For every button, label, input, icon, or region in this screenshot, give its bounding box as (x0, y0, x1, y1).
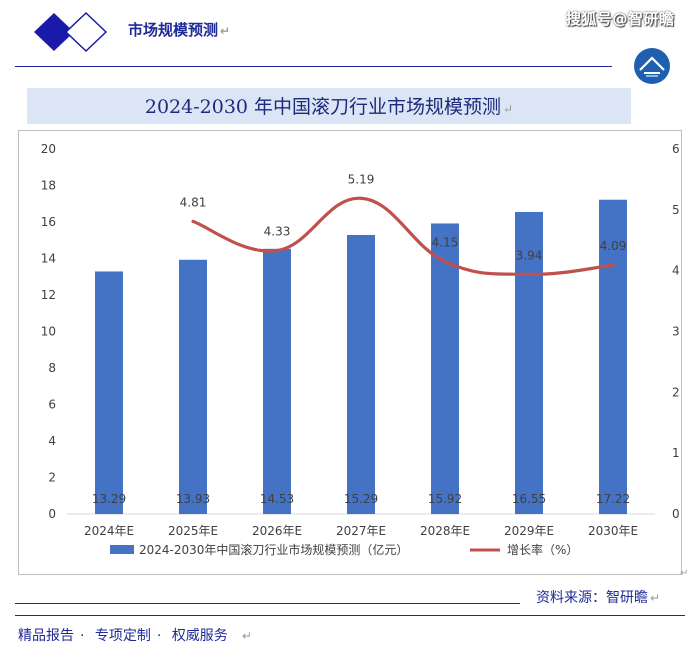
bar (263, 248, 291, 514)
left-tick-label: 2 (48, 471, 56, 485)
left-tick-label: 12 (41, 288, 56, 302)
line-value-label: 4.81 (180, 195, 207, 209)
bar (179, 259, 207, 514)
legend: 2024-2030年中国滚刀行业市场规模预测（亿元） 增长率（%） (110, 542, 578, 557)
brand-badge-icon (634, 48, 670, 84)
bar-value-label: 17.22 (596, 492, 630, 506)
chart-frame (18, 130, 682, 575)
right-tick-label: 1 (672, 446, 680, 460)
left-tick-label: 16 (41, 215, 56, 229)
chart-title-band (27, 88, 631, 124)
resize-handle-icon: ↵ (680, 568, 688, 579)
bar (599, 199, 627, 515)
right-tick-label: 4 (672, 264, 680, 278)
left-tick-label: 10 (41, 325, 56, 339)
right-tick-label: 0 (672, 507, 680, 521)
bar-value-label: 15.29 (344, 492, 378, 506)
right-axis: 0 1 2 3 4 5 6 (672, 142, 680, 521)
footer-item: 精品报告 (18, 628, 74, 644)
growth-line (191, 196, 615, 276)
left-tick-label: 8 (48, 361, 56, 375)
footer: 精品报告 · 专项定制 · 权威服务 ↵ (18, 628, 252, 644)
x-tick-label: 2028年E (420, 524, 470, 538)
x-tick-label: 2029年E (504, 524, 554, 538)
bar (347, 234, 375, 514)
legend-swatch-bar (110, 545, 134, 554)
source-text: 资料来源：智研瞻 ↵ (536, 590, 661, 606)
right-tick-label: 5 (672, 203, 680, 217)
right-tick-label: 2 (672, 385, 680, 399)
bar-value-label: 16.55 (512, 492, 546, 506)
bar-value-label: 15.92 (428, 492, 462, 506)
left-tick-label: 0 (48, 507, 56, 521)
bar (431, 223, 459, 514)
left-tick-label: 6 (48, 398, 56, 412)
right-tick-label: 3 (672, 325, 680, 339)
left-tick-label: 18 (41, 179, 56, 193)
line-value-label: 5.19 (348, 172, 375, 186)
line-value-label: 4.15 (432, 236, 459, 250)
footer-divider (15, 615, 685, 616)
watermark: 搜狐号@智研瞻 (566, 10, 675, 28)
x-tick-label: 2030年E (588, 524, 638, 538)
left-tick-label: 4 (48, 434, 56, 448)
source-divider (15, 603, 520, 604)
header-title: 市场规模预测 ↵ (128, 21, 231, 39)
left-tick-label: 14 (41, 252, 56, 266)
footer-item: 权威服务 (171, 628, 228, 644)
left-tick-label: 20 (41, 142, 56, 156)
bar-value-label: 13.93 (176, 492, 210, 506)
x-tick-label: 2026年E (252, 524, 302, 538)
line-value-label: 4.09 (600, 239, 627, 253)
footer-item: 专项定制 (94, 628, 151, 644)
line-value-label: 3.94 (516, 248, 543, 262)
legend-label-line: 增长率（%） (507, 542, 578, 557)
chart-title: 2024-2030 年中国滚刀行业市场规模预测 ↵ (144, 96, 514, 118)
right-tick-label: 6 (672, 142, 680, 156)
legend-label-bar: 2024-2030年中国滚刀行业市场规模预测（亿元） (139, 542, 408, 557)
header-divider (15, 66, 612, 67)
bar-value-label: 14.53 (260, 492, 294, 506)
bar (515, 211, 543, 514)
x-tick-label: 2027年E (336, 524, 386, 538)
x-tick-label: 2025年E (168, 524, 218, 538)
left-axis: 0 2 4 6 8 10 12 14 16 18 20 (41, 142, 56, 521)
x-tick-label: 2024年E (84, 524, 134, 538)
bar-value-label: 13.29 (92, 492, 126, 506)
line-value-label: 4.33 (264, 225, 291, 239)
brand-logo-icon (34, 11, 108, 53)
bar (95, 271, 123, 514)
